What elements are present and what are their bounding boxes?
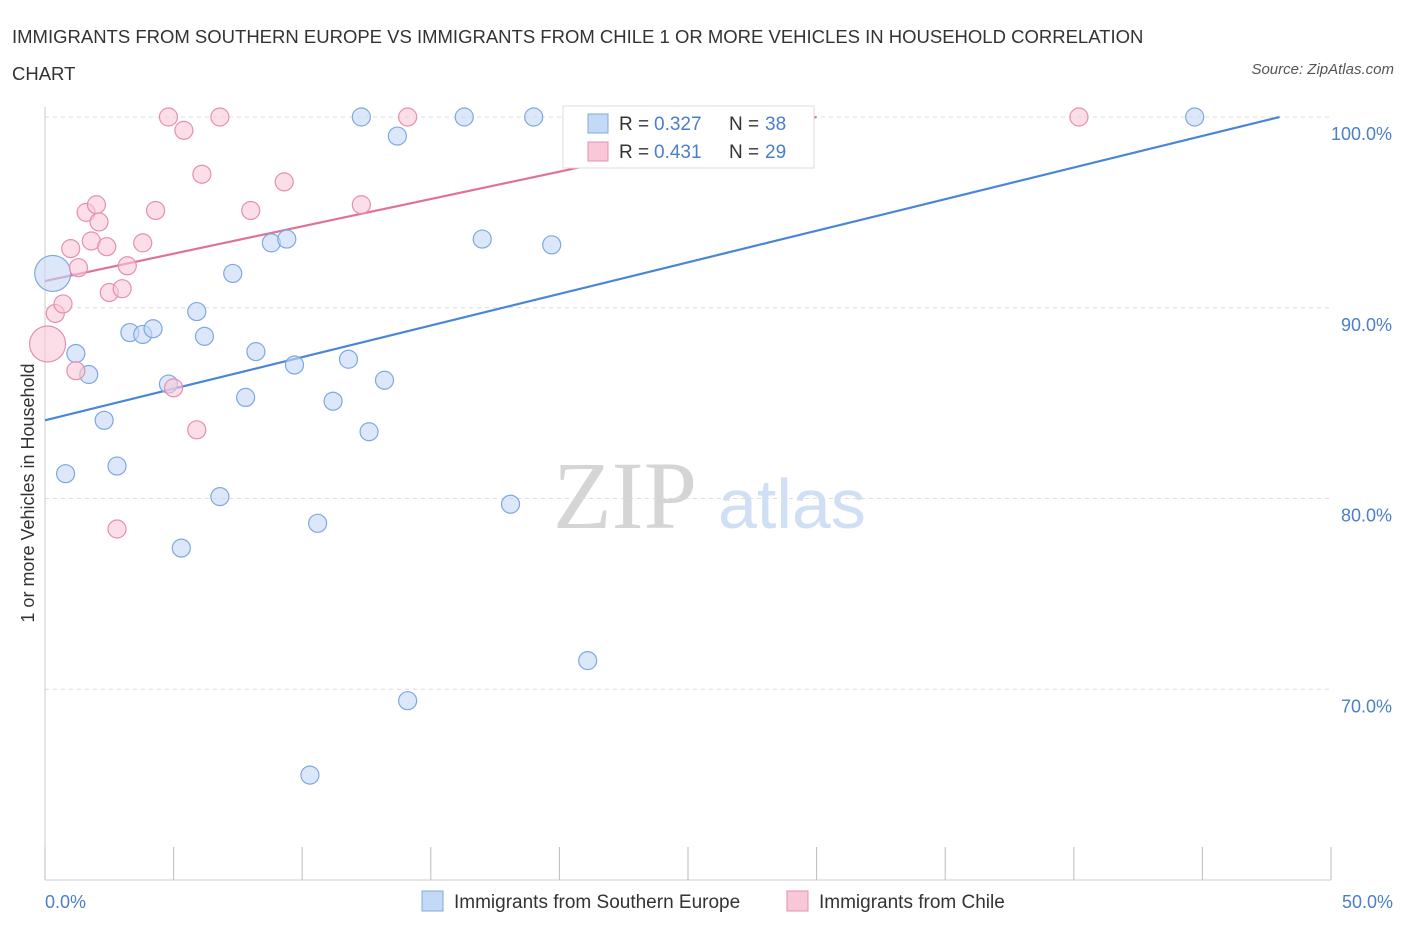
point-chile (1069, 107, 1089, 127)
stats-n-label-2: N = (729, 142, 759, 163)
point-southern-europe (542, 235, 562, 255)
point-southern-europe (171, 538, 191, 558)
point-chile (351, 195, 371, 215)
point-southern-europe (187, 301, 207, 322)
point-southern-europe (524, 107, 544, 127)
point-chile (61, 239, 81, 259)
point-chile (164, 378, 184, 398)
zipatlas-watermark: ZIP atlas (553, 442, 866, 549)
point-southern-europe (308, 513, 328, 533)
gridlines (45, 116, 1331, 690)
point-southern-europe (323, 391, 343, 411)
stats-n-label-1: N = (729, 114, 759, 135)
stats-r-label-2: R = (619, 142, 649, 163)
point-southern-europe (387, 126, 407, 146)
point-chile (66, 361, 86, 381)
point-southern-europe (578, 651, 598, 671)
point-chile (133, 233, 153, 253)
point-southern-europe (94, 410, 114, 430)
point-chile (187, 420, 207, 440)
watermark-zip: ZIP (553, 442, 697, 549)
y-tick-labels: 70.0% 80.0% 90.0% 100.0% (1331, 124, 1392, 716)
point-chile (97, 237, 117, 257)
stats-swatch-southern-europe (587, 113, 609, 134)
point-southern-europe (34, 254, 72, 293)
legend-swatch-chile (786, 890, 809, 912)
axes (44, 107, 1332, 881)
point-southern-europe (454, 107, 474, 127)
point-southern-europe (223, 263, 243, 284)
point-southern-europe (500, 494, 521, 514)
y-tick-label: 100.0% (1331, 124, 1392, 144)
point-chile (112, 279, 132, 299)
point-southern-europe (246, 342, 266, 362)
point-chile (274, 172, 294, 192)
point-chile (89, 212, 109, 232)
point-chile (68, 258, 89, 278)
point-chile (117, 256, 137, 276)
point-southern-europe (338, 349, 359, 369)
legend-label-southern-europe: Immigrants from Southern Europe (454, 892, 740, 913)
y-tick-label: 70.0% (1341, 696, 1392, 716)
stats-r-value-1: 0.327 (654, 114, 702, 135)
point-southern-europe (210, 486, 230, 507)
watermark-atlas: atlas (718, 465, 866, 543)
trend-line-southern-europe (44, 115, 1280, 422)
point-southern-europe (55, 464, 76, 484)
legend-swatch-southern-europe (421, 890, 444, 912)
point-southern-europe (107, 456, 127, 476)
point-chile (53, 294, 73, 314)
point-southern-europe (284, 355, 305, 375)
point-southern-europe (351, 107, 371, 127)
chart-title: IMMIGRANTS FROM SOUTHERN EUROPE VS IMMIG… (12, 26, 1144, 84)
point-southern-europe (359, 422, 379, 442)
point-southern-europe (194, 326, 215, 346)
y-axis-title: 1 or more Vehicles in Household (18, 363, 38, 622)
point-chile (241, 200, 261, 221)
stats-n-value-1: 38 (765, 114, 786, 135)
point-southern-europe (398, 691, 418, 711)
point-chile (107, 519, 127, 539)
point-southern-europe (1185, 107, 1205, 127)
x-tick-label-min: 0.0% (45, 892, 86, 912)
point-chile (398, 107, 418, 127)
point-chile (145, 200, 166, 221)
point-southern-europe (472, 229, 492, 249)
stats-r-value-2: 0.431 (654, 142, 702, 163)
y-tick-label: 90.0% (1341, 315, 1392, 335)
stats-legend-box: R = 0.327 N = 38 R = 0.431 N = 29 (562, 105, 815, 169)
source-label: Source: ZipAtlas.com (1251, 61, 1394, 78)
point-chile (192, 164, 212, 184)
x-tick-labels: 0.0% 50.0% (45, 892, 1393, 912)
point-chile (158, 107, 179, 127)
stats-r-label-1: R = (619, 114, 649, 135)
y-tick-label: 80.0% (1341, 506, 1392, 526)
bottom-legend: Immigrants from Southern Europe Immigran… (421, 890, 1005, 913)
point-chile (86, 195, 107, 215)
x-tick-label-max: 50.0% (1342, 892, 1393, 912)
stats-swatch-chile (587, 141, 609, 162)
point-southern-europe (277, 229, 297, 249)
point-chile (28, 325, 67, 363)
point-southern-europe (374, 370, 395, 390)
legend-label-chile: Immigrants from Chile (819, 892, 1005, 913)
point-chile (174, 120, 194, 140)
point-southern-europe (236, 387, 256, 408)
point-southern-europe (300, 765, 320, 785)
point-chile (210, 107, 230, 127)
point-southern-europe (66, 343, 86, 364)
stats-n-value-2: 29 (765, 142, 786, 163)
point-southern-europe (143, 319, 163, 339)
